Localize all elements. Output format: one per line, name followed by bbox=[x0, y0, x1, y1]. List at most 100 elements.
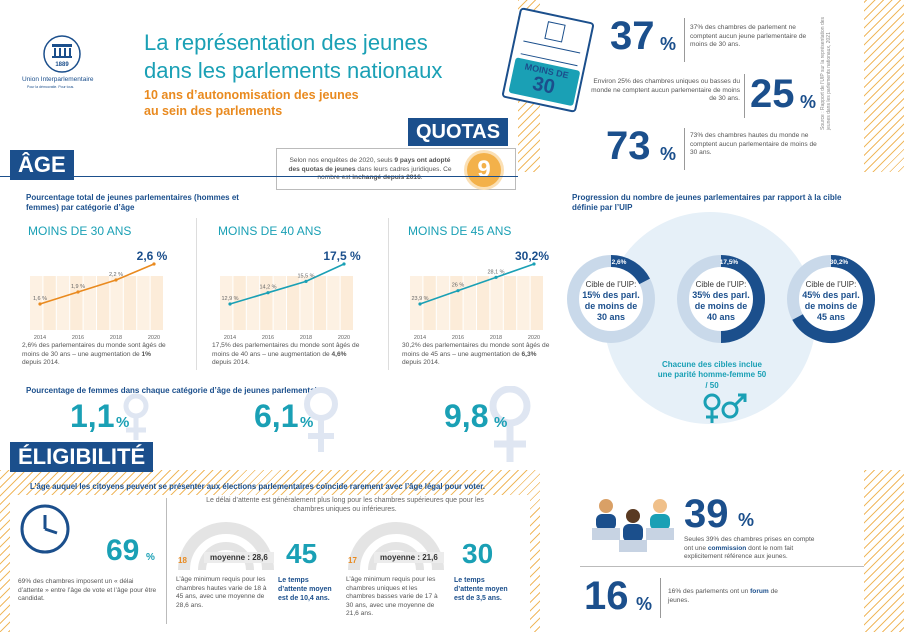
data-point bbox=[38, 302, 42, 306]
stat-37-value: 37 bbox=[610, 14, 655, 58]
chart-background-band bbox=[477, 276, 490, 330]
chart-background-band bbox=[246, 276, 260, 330]
data-label: 23,9 % bbox=[411, 296, 428, 302]
quotas-text-b: 9 pays ont adopté des quotas de jeunes bbox=[288, 157, 451, 173]
data-label: 12,9 % bbox=[221, 296, 238, 302]
stat-37-text: 37% des chambres de parlement ne compten… bbox=[690, 24, 807, 49]
x-tick-label: 2020 bbox=[528, 335, 540, 341]
stat-16-unit: % bbox=[636, 594, 653, 614]
data-point bbox=[418, 302, 422, 306]
chart-background-band bbox=[503, 276, 517, 330]
x-tick-label: 2020 bbox=[338, 335, 350, 341]
data-point bbox=[76, 290, 80, 294]
panel-under-45: MOINS DE 45 ANS 23,9 % 2014 26 % 2016 28,1 %… bbox=[402, 222, 562, 372]
stat-73-unit: % bbox=[660, 144, 677, 164]
upper-text: L’âge minimum requis pour les chambres h… bbox=[176, 576, 267, 609]
quotas-text-d: inchangé depuis 2016 bbox=[352, 174, 421, 182]
women-under-30: 1,1 % bbox=[60, 386, 180, 456]
ring-text-d: 30 ans bbox=[596, 312, 626, 322]
x-tick-label: 2018 bbox=[110, 335, 122, 341]
stat-39-value: 39 bbox=[684, 492, 729, 536]
panel-title: MOINS DE 40 ANS bbox=[218, 224, 322, 238]
stat-39-text-a: Seules 39% des chambres prises en compte… bbox=[684, 536, 815, 552]
chart-background-band bbox=[327, 276, 340, 330]
data-point bbox=[152, 262, 156, 266]
ring-text-b: 45% des parl. bbox=[802, 290, 860, 300]
chart-background-band bbox=[233, 276, 246, 330]
data-point bbox=[532, 262, 536, 266]
ring-value-label: 17,5% bbox=[720, 259, 739, 266]
ring-text-d: 40 ans bbox=[706, 312, 736, 322]
data-point bbox=[342, 262, 346, 266]
progress-arc bbox=[610, 255, 650, 285]
lower-avg: moyenne : 21,6 bbox=[374, 552, 444, 563]
chart-background-band bbox=[423, 276, 436, 330]
quotas-text-c: dans leurs cadres juridiques. Ce nombre … bbox=[317, 165, 452, 182]
quotas-label: QUOTAS bbox=[408, 118, 509, 146]
ring-text-b: 15% des parl. bbox=[582, 290, 640, 300]
targets-title: Progression du nombre de jeunes parlemen… bbox=[572, 193, 842, 213]
ring-text-d: 45 ans bbox=[816, 312, 846, 322]
data-label: 14,2 % bbox=[259, 285, 276, 291]
upper-avg: moyenne : 28,6 bbox=[204, 552, 274, 563]
panel-note: 17,5% des parlementaires du monde sont â… bbox=[212, 342, 362, 368]
page-title-line2: dans les parlements nationaux bbox=[144, 58, 443, 83]
chart-background-band bbox=[137, 276, 150, 330]
note-a: 30,2% des parlementaires du monde sont â… bbox=[402, 342, 550, 358]
org-name: Union Interparlementaire bbox=[22, 76, 94, 83]
upper-wait: Le temps d’attente moyen est de 10,4 ans… bbox=[278, 577, 332, 603]
hemicycle-upper-icon bbox=[178, 522, 274, 571]
stat-25-value: 25 bbox=[750, 72, 795, 116]
clock-value: 69 bbox=[106, 534, 140, 567]
stat-73: 73 % 73% des chambres hautes du monde ne… bbox=[606, 126, 866, 176]
women-under-40: 6,1 % bbox=[250, 386, 370, 456]
women-unit: % bbox=[116, 414, 130, 431]
quotas-text: Selon nos enquêtes de 2020, seuls 9 pays… bbox=[285, 157, 455, 183]
series-line bbox=[39, 263, 155, 305]
stat-39-unit: % bbox=[738, 510, 755, 530]
women-value: 9,8 bbox=[444, 398, 489, 434]
note-c: depuis 2014. bbox=[402, 359, 440, 367]
hemicycle-lower-icon bbox=[348, 522, 444, 571]
chart-background-band bbox=[313, 276, 327, 330]
data-point bbox=[304, 279, 308, 283]
women-value: 6,1 bbox=[254, 398, 299, 434]
chart-background-band bbox=[517, 276, 530, 330]
women-unit: % bbox=[494, 414, 508, 431]
data-point bbox=[228, 302, 232, 306]
chart-background-band bbox=[490, 276, 503, 330]
quotas-number-badge: 9 bbox=[467, 153, 501, 187]
eligibility-divider bbox=[166, 498, 167, 624]
panel-under-30: MOINS DE 30 ANS 1,6 % 2014 1,9 % 2016 2,2 % 2… bbox=[22, 222, 182, 372]
x-tick-label: 2018 bbox=[490, 335, 502, 341]
data-point bbox=[266, 291, 270, 295]
x-tick-label: 2016 bbox=[452, 335, 464, 341]
logo-year: 1889 bbox=[55, 62, 69, 68]
charts-title: Pourcentage total de jeunes parlementair… bbox=[26, 193, 239, 213]
panel-divider bbox=[196, 218, 197, 370]
panel-under-40: MOINS DE 40 ANS 12,9 % 2014 14,2 % 2016 15,5… bbox=[212, 222, 372, 372]
data-label: 30,2% bbox=[515, 249, 549, 263]
stat-25-unit: % bbox=[800, 92, 817, 112]
series-line bbox=[419, 263, 535, 305]
chart-background-band bbox=[410, 276, 423, 330]
chart-background-band bbox=[30, 276, 43, 330]
chart-background-band bbox=[287, 276, 300, 330]
line-chart-under-40: 12,9 % 2014 14,2 % 2016 15,5 % 2018 17,5 % 2020 bbox=[220, 249, 361, 341]
eligibility-intro: L’âge auquel les citoyens peuvent se pré… bbox=[30, 482, 486, 491]
quotas-text-e: . bbox=[420, 174, 423, 182]
stat-divider bbox=[660, 578, 661, 618]
chart-background-band bbox=[150, 276, 163, 330]
female-symbol-icon bbox=[489, 386, 531, 462]
data-label: 26 % bbox=[452, 283, 465, 289]
note-a: 2,6% des parlementaires du monde sont âg… bbox=[22, 342, 166, 358]
note-a: 17,5% des parlementaires du monde sont â… bbox=[212, 342, 360, 358]
clock-icon bbox=[20, 504, 70, 554]
eligibility-label: ÉLIGIBILITÉ bbox=[10, 442, 154, 472]
stat-39-text-c: dont le nom fait explicitement référence… bbox=[684, 544, 794, 561]
chart-background-band bbox=[123, 276, 137, 330]
note-b: 1% bbox=[141, 350, 152, 358]
women-title: Pourcentage de femmes dans chaque catégo… bbox=[26, 386, 329, 395]
panel-note: 30,2% des parlementaires du monde sont â… bbox=[402, 342, 552, 368]
stat-16-text-c: de jeunes. bbox=[668, 588, 778, 604]
